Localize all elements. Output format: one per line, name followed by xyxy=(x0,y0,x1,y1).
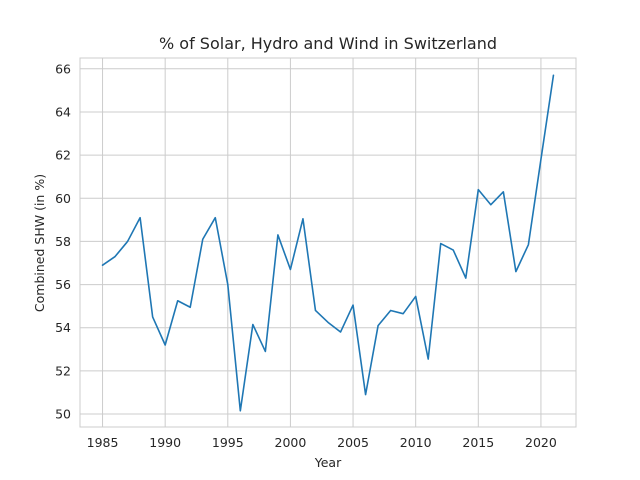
plot-area-frame xyxy=(79,57,577,428)
y-tick-label: 66 xyxy=(55,61,71,76)
x-tick-label: 2015 xyxy=(462,435,494,450)
x-tick-label: 1990 xyxy=(149,435,181,450)
x-tick-label: 1985 xyxy=(87,435,119,450)
x-axis-label: Year xyxy=(314,455,342,470)
grid-lines xyxy=(80,58,576,427)
x-axis-ticks: 1985 1990 1995 2000 2005 2010 2015 2020 xyxy=(87,435,557,450)
y-tick-label: 52 xyxy=(55,363,71,378)
y-tick-label: 50 xyxy=(55,407,71,422)
chart-title: % of Solar, Hydro and Wind in Switzerlan… xyxy=(159,34,497,53)
y-tick-label: 64 xyxy=(55,104,71,119)
y-axis-ticks: 50 52 54 56 58 60 62 64 66 xyxy=(55,61,71,421)
y-tick-label: 54 xyxy=(55,320,71,335)
y-tick-label: 60 xyxy=(55,191,71,206)
x-tick-label: 1995 xyxy=(212,435,244,450)
y-tick-label: 56 xyxy=(55,277,71,292)
x-tick-label: 2020 xyxy=(525,435,557,450)
x-tick-label: 2000 xyxy=(275,435,307,450)
x-tick-label: 2010 xyxy=(400,435,432,450)
y-tick-label: 58 xyxy=(55,234,71,249)
x-tick-label: 2005 xyxy=(337,435,369,450)
series-layer xyxy=(101,74,555,412)
y-axis-label: Combined SHW (in %) xyxy=(32,174,47,312)
series-line xyxy=(101,74,555,412)
y-tick-label: 62 xyxy=(55,148,71,163)
